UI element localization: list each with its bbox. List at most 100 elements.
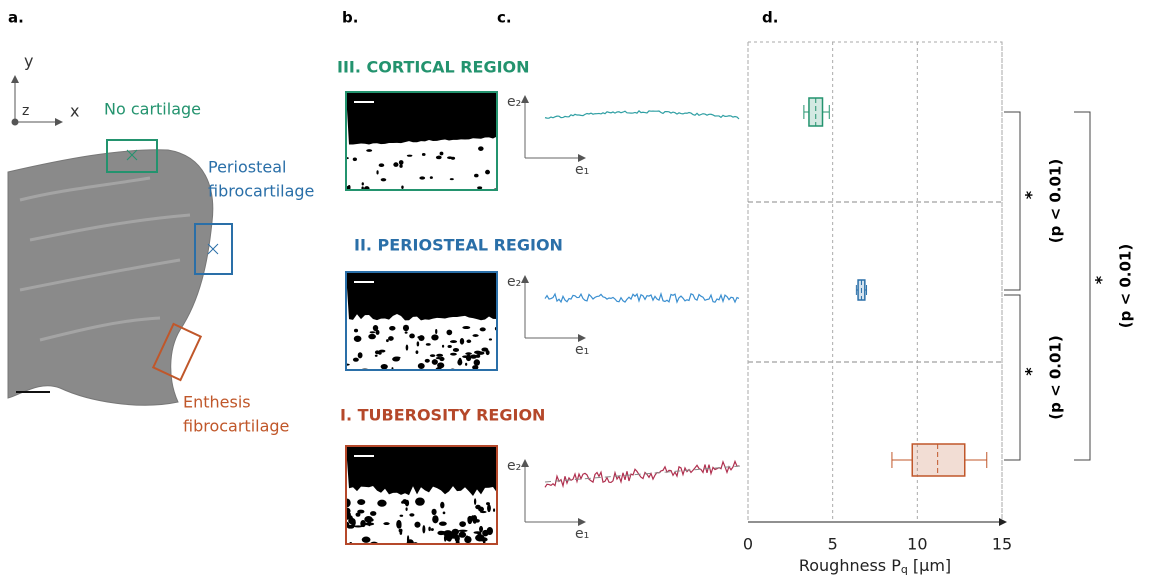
pore	[386, 339, 389, 343]
pore	[366, 149, 373, 152]
image-frame	[345, 445, 498, 545]
region-label: fibrocartilage	[208, 182, 314, 201]
pore	[398, 160, 404, 165]
pore	[417, 362, 425, 370]
pore	[392, 356, 400, 362]
pore	[485, 350, 490, 356]
pore	[465, 352, 472, 355]
pore	[378, 163, 385, 168]
axis-label: y	[24, 52, 33, 71]
pore	[429, 354, 436, 358]
pore	[447, 534, 452, 542]
bracket	[1074, 111, 1091, 461]
axis-label: e₁	[575, 526, 589, 542]
pore	[402, 324, 410, 332]
pore	[425, 343, 431, 346]
axis-origin	[11, 118, 19, 126]
pore	[454, 534, 460, 543]
trend	[544, 465, 741, 483]
image-top	[346, 92, 497, 145]
pore	[470, 354, 478, 359]
pore	[431, 359, 438, 365]
pore	[479, 531, 482, 537]
bone-image	[7, 149, 214, 406]
region-title: III. CORTICAL REGION	[337, 58, 530, 77]
axis-label: x	[70, 102, 79, 121]
label-unit: [μm]	[908, 556, 951, 575]
sig-p: (p < 0.01)	[1117, 244, 1135, 328]
pore	[419, 176, 426, 180]
pore	[399, 514, 404, 517]
pore	[368, 333, 376, 340]
region-title: II. PERIOSTEAL REGION	[354, 236, 563, 255]
pore	[488, 338, 493, 341]
label-text: Roughness P	[799, 556, 901, 575]
pore	[450, 352, 457, 356]
pore	[442, 511, 446, 515]
pore	[436, 155, 442, 160]
pore	[435, 357, 442, 360]
x-axis-label: Roughness Pq [μm]	[799, 556, 951, 577]
pore	[449, 340, 458, 344]
pore	[464, 535, 472, 544]
pore	[475, 519, 480, 523]
pore	[353, 335, 362, 342]
pore	[369, 331, 376, 334]
pore	[451, 528, 460, 535]
binary-image	[346, 92, 497, 190]
x-tick-label: 15	[992, 535, 1012, 554]
pore	[404, 499, 410, 507]
pore	[416, 341, 420, 347]
pore	[415, 350, 419, 354]
pore	[406, 154, 413, 157]
pore	[360, 519, 366, 528]
pore	[405, 507, 408, 511]
pore	[432, 515, 439, 524]
image-top	[346, 272, 497, 321]
profile	[544, 110, 740, 120]
binary-image	[346, 272, 497, 370]
pore	[439, 151, 444, 156]
pore	[406, 539, 414, 544]
pore	[370, 511, 377, 516]
pore	[440, 501, 445, 509]
pore	[404, 331, 408, 334]
profile	[544, 291, 740, 304]
pore	[457, 359, 463, 366]
pore	[352, 357, 359, 362]
pore	[378, 349, 386, 353]
pore	[399, 530, 403, 535]
axis-label: e₂	[507, 94, 521, 110]
pore	[486, 527, 494, 536]
pore	[478, 146, 484, 151]
pore	[399, 164, 403, 168]
region-label: Enthesis	[183, 393, 251, 412]
pore	[372, 325, 379, 332]
box	[911, 443, 966, 477]
axis-label: e₁	[575, 342, 589, 358]
sig-star: *	[1092, 275, 1111, 284]
pore	[365, 537, 370, 542]
pore	[459, 521, 466, 527]
pore	[437, 362, 445, 369]
pore	[377, 499, 387, 507]
pore	[393, 162, 399, 167]
pore	[424, 358, 430, 363]
pore	[357, 509, 365, 514]
pore	[389, 325, 396, 331]
pore	[465, 362, 468, 366]
pore	[437, 530, 445, 536]
pore	[409, 333, 415, 339]
pore	[380, 178, 387, 182]
x-tick-label: 5	[828, 535, 838, 554]
panel-label: d.	[762, 9, 778, 27]
pore	[346, 498, 351, 508]
pore	[367, 520, 372, 527]
pore	[466, 339, 472, 344]
pore	[401, 500, 404, 504]
pore	[353, 525, 363, 528]
region-box	[151, 322, 203, 382]
pore	[438, 521, 447, 526]
region-box	[194, 223, 233, 275]
pore	[479, 537, 488, 542]
